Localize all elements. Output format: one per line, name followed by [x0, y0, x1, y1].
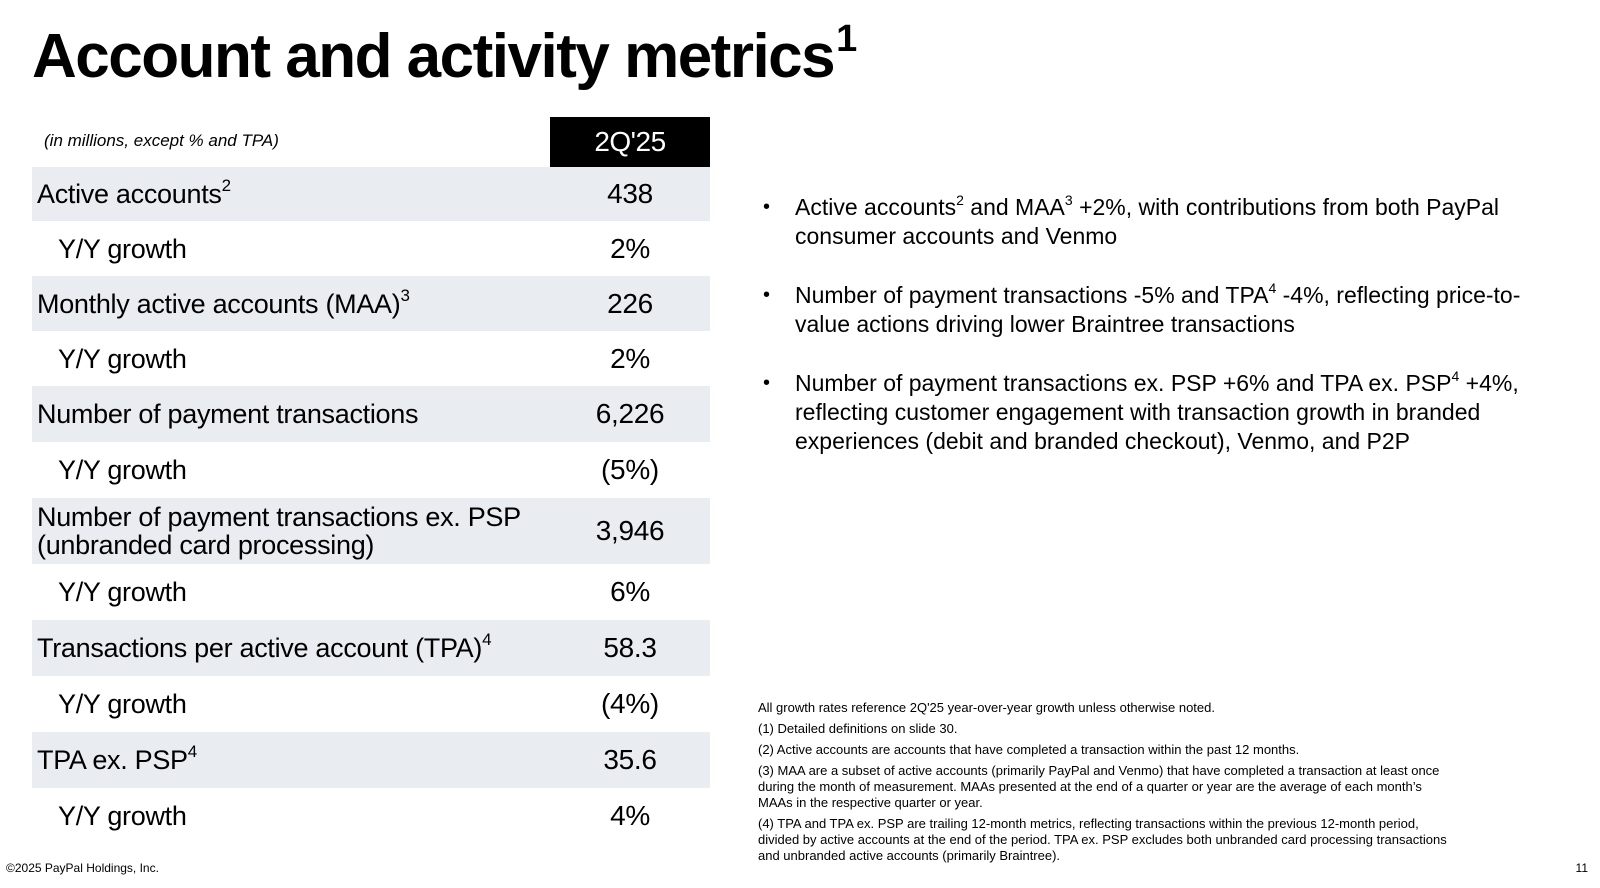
footnote-1: (1) Detailed definitions on slide 30.: [758, 721, 958, 736]
bullet-dot: •: [763, 372, 771, 394]
row-value: 3,946: [595, 515, 665, 546]
bullet-text: +2%, with contributions from both PayPal…: [795, 194, 1500, 249]
bullet-text: and MAA: [963, 194, 1065, 220]
row-label: Y/Y growth: [58, 577, 187, 607]
footnote-note: All growth rates reference 2Q'25 year-ov…: [758, 700, 1215, 715]
row-value: 438: [607, 178, 653, 209]
row-value: 4%: [610, 800, 650, 831]
table-row-growth: Y/Y growth (5%): [32, 442, 710, 498]
table-row-active-accounts: Active accounts2 438: [32, 167, 710, 221]
footnote-marker: 2: [956, 192, 964, 208]
footnote-marker: 3: [1064, 192, 1073, 208]
footnote-marker: 3: [400, 285, 410, 305]
footnote-marker: 4: [482, 630, 492, 649]
row-value: 2%: [610, 232, 650, 264]
copyright-notice: ©2025 PayPal Holdings, Inc.: [6, 861, 159, 875]
bullet-text: -4%, reflecting price-to-value actions d…: [795, 282, 1521, 337]
units-note: (in millions, except % and TPA): [44, 131, 279, 150]
row-value: 2%: [610, 342, 650, 374]
row-label-text: Active accounts: [37, 179, 222, 209]
row-label: Y/Y growth: [58, 455, 187, 485]
bullet-item: • Number of payment transactions ex. PSP …: [763, 369, 1523, 456]
row-label-text: TPA ex. PSP: [37, 745, 188, 775]
bullet-item: • Number of payment transactions -5% and …: [763, 281, 1523, 339]
footnote-2: (2) Active accounts are accounts that ha…: [758, 742, 1300, 757]
row-label-text: Transactions per active account (TPA): [37, 633, 483, 663]
row-value: (5%): [601, 454, 659, 485]
footnote-marker: 4: [1268, 280, 1277, 296]
bullet-text: +4%, reflecting customer engagement with…: [795, 370, 1519, 454]
footnote-marker: 4: [187, 742, 197, 761]
table-row-growth: Y/Y growth 2%: [32, 221, 710, 276]
page-title: Account and activity metrics1: [32, 18, 857, 94]
row-value: 6,226: [595, 398, 665, 429]
column-header-2q25: 2Q'25: [550, 117, 710, 167]
table-row-growth: Y/Y growth 2%: [32, 331, 710, 386]
row-label: Number of payment transactions ex. PSP (u…: [32, 503, 550, 559]
bullet-text: Number of payment transactions -5% and T…: [795, 282, 1269, 308]
table-row-tpa-ex-psp: TPA ex. PSP4 35.6: [32, 732, 710, 788]
commentary-bullets: • Active accounts2 and MAA3 +2%, with con…: [763, 193, 1523, 486]
table-row-maa: Monthly active accounts (MAA)3 226: [32, 276, 710, 331]
bullet-dot: •: [763, 196, 771, 218]
footnote-marker: 4: [1451, 368, 1460, 384]
footnote-marker: 2: [221, 176, 231, 195]
row-label: Number of payment transactions: [37, 399, 419, 429]
row-label: Y/Y growth: [58, 689, 187, 719]
table-row-growth: Y/Y growth (4%): [32, 676, 710, 732]
table-row-growth: Y/Y growth 4%: [32, 788, 710, 844]
row-label: Y/Y growth: [58, 343, 187, 374]
row-label: TPA ex. PSP4: [32, 743, 550, 775]
metrics-table: Active accounts2 438 Y/Y growth 2% Month…: [32, 167, 710, 844]
row-value: 58.3: [603, 632, 657, 663]
bullet-dot: •: [763, 284, 771, 306]
bullet-text: Active accounts: [795, 194, 957, 220]
bullet-text: Number of payment transactions ex. PSP +…: [795, 370, 1452, 396]
bullet-item: • Active accounts2 and MAA3 +2%, with con…: [763, 193, 1523, 251]
row-label: Y/Y growth: [58, 801, 187, 831]
table-row-payment-transactions: Number of payment transactions 6,226: [32, 386, 710, 442]
footnote-3: (3) MAA are a subset of active accounts …: [758, 763, 1440, 810]
footnote-4: (4) TPA and TPA ex. PSP are trailing 12-…: [758, 816, 1447, 863]
row-value: 35.6: [603, 744, 657, 775]
table-row-payment-transactions-ex-psp: Number of payment transactions ex. PSP (u…: [32, 498, 710, 564]
row-label-line-2: (unbranded card processing): [37, 530, 375, 560]
title-footnote-marker: 1: [836, 18, 857, 60]
row-label: Y/Y growth: [58, 233, 187, 264]
page-title-text: Account and activity metrics: [32, 22, 836, 91]
row-value: 226: [607, 287, 653, 319]
row-value: (4%): [601, 688, 659, 719]
page-number: 11: [1575, 861, 1588, 875]
row-label: Active accounts2: [32, 177, 550, 209]
row-label: Monthly active accounts (MAA)3: [32, 287, 550, 319]
footnotes: All growth rates reference 2Q'25 year-ov…: [758, 700, 1448, 869]
row-value: 6%: [610, 576, 650, 607]
row-label: Transactions per active account (TPA)4: [32, 631, 550, 663]
table-row-tpa: Transactions per active account (TPA)4 5…: [32, 620, 710, 676]
table-row-growth: Y/Y growth 6%: [32, 564, 710, 620]
row-label-line-1: Number of payment transactions ex. PSP: [37, 502, 521, 532]
row-label-text: Monthly active accounts (MAA): [37, 288, 401, 319]
